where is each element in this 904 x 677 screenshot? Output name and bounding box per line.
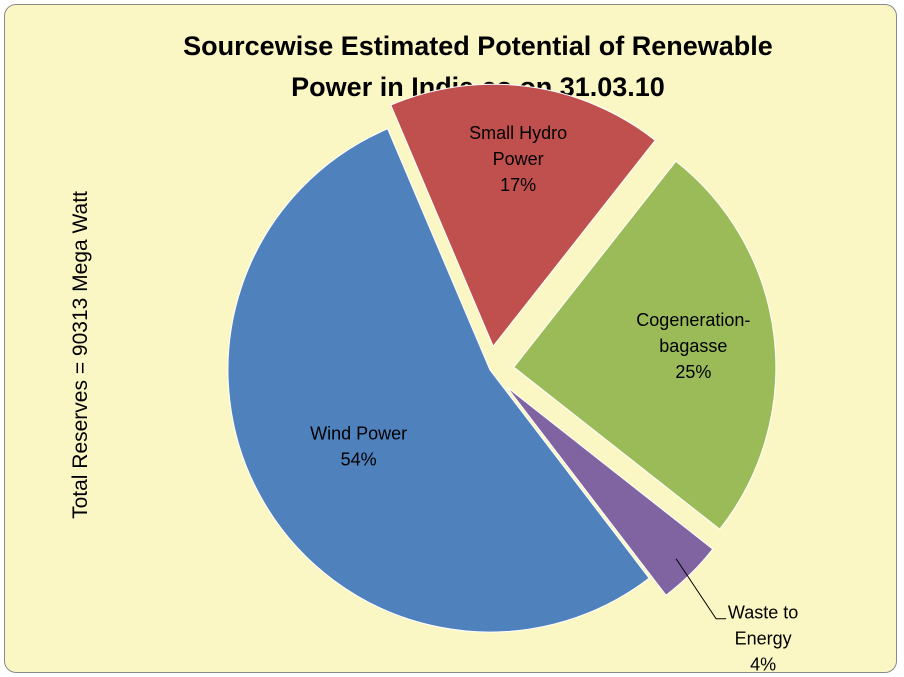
- total-reserves-label: Total Reserves = 90313 Mega Watt: [69, 191, 92, 519]
- slice-label-wind-power-0: Wind Power: [310, 423, 407, 443]
- pie-slice-small-hydro-power: [390, 83, 656, 348]
- leader-line-waste-to-energy: [675, 558, 727, 620]
- slice-label-cogeneration-bagasse-2: 25%: [675, 362, 711, 382]
- pie-slice-cogeneration-bagasse: [513, 160, 777, 530]
- pie-labels: Small Hydro Power 17% Cogeneration-bagasse 2…: [310, 123, 798, 674]
- slice-label-waste-to-energy-2: 4%: [750, 655, 776, 675]
- pie-slice-wind-power: [227, 128, 650, 633]
- slice-label-wind-power-1: 54%: [341, 449, 377, 469]
- slice-label-small-hydro-power-0: Small Hydro: [469, 123, 567, 143]
- pie-slice-waste-to-energy: [506, 386, 714, 596]
- slice-label-waste-to-energy-1: Energy: [735, 629, 792, 649]
- chart-title-line-1: Sourcewise Estimated Potential of Renewa…: [183, 31, 773, 61]
- pie-slices: [227, 83, 777, 633]
- slice-label-cogeneration-bagasse-1: bagasse: [659, 336, 727, 356]
- slice-label-small-hydro-power-2: 17%: [500, 175, 536, 195]
- slice-label-cogeneration-bagasse-0: Cogeneration-: [636, 310, 750, 330]
- slice-label-waste-to-energy-0: Waste to: [728, 603, 798, 623]
- slice-label-small-hydro-power-1: Power: [493, 149, 544, 169]
